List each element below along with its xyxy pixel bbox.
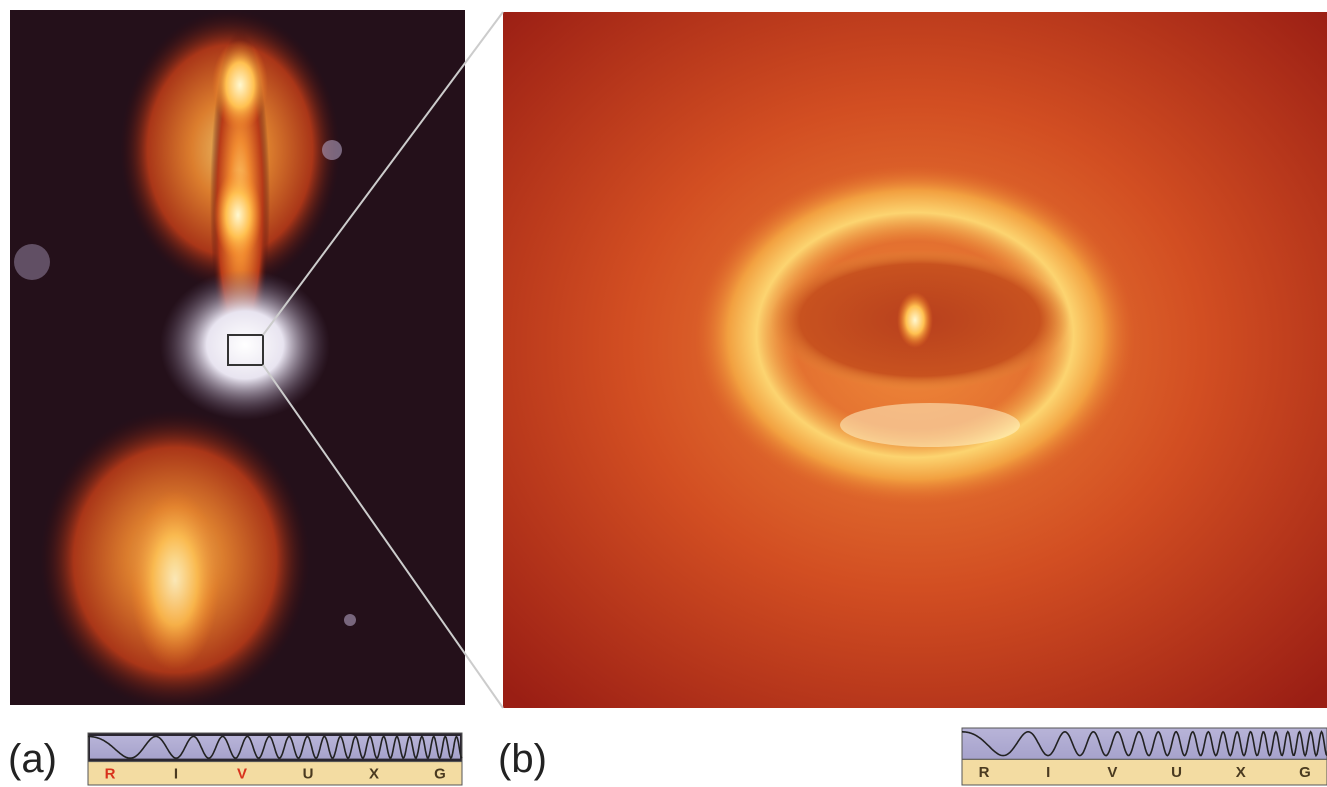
image-a [10, 10, 465, 705]
spectrum-label-bg [87, 761, 463, 786]
spectrum-label: I [174, 765, 178, 782]
spectrum-label: R [979, 764, 990, 781]
image-b [503, 12, 1327, 708]
spectrum-label: G [1299, 764, 1311, 781]
panel-label: (b) [498, 737, 547, 781]
spectrum-label: U [1171, 764, 1182, 781]
spectrum-label: V [237, 765, 247, 782]
spectrum-label: U [303, 765, 314, 782]
zoom-line [262, 11, 504, 336]
panel-label: (a) [8, 737, 57, 781]
spectrum-wave [962, 730, 1327, 758]
zoom-line [262, 364, 504, 709]
spectrum-label: X [369, 765, 379, 782]
spectrum-label: V [1107, 764, 1117, 781]
spectrum-label: G [434, 765, 446, 782]
spectrum-label: X [1236, 764, 1246, 781]
spectrum-label-bg [961, 758, 1327, 786]
spectrum-label: R [105, 765, 116, 782]
spectrum-label: I [1046, 764, 1050, 781]
spectrum-wave [87, 734, 463, 760]
